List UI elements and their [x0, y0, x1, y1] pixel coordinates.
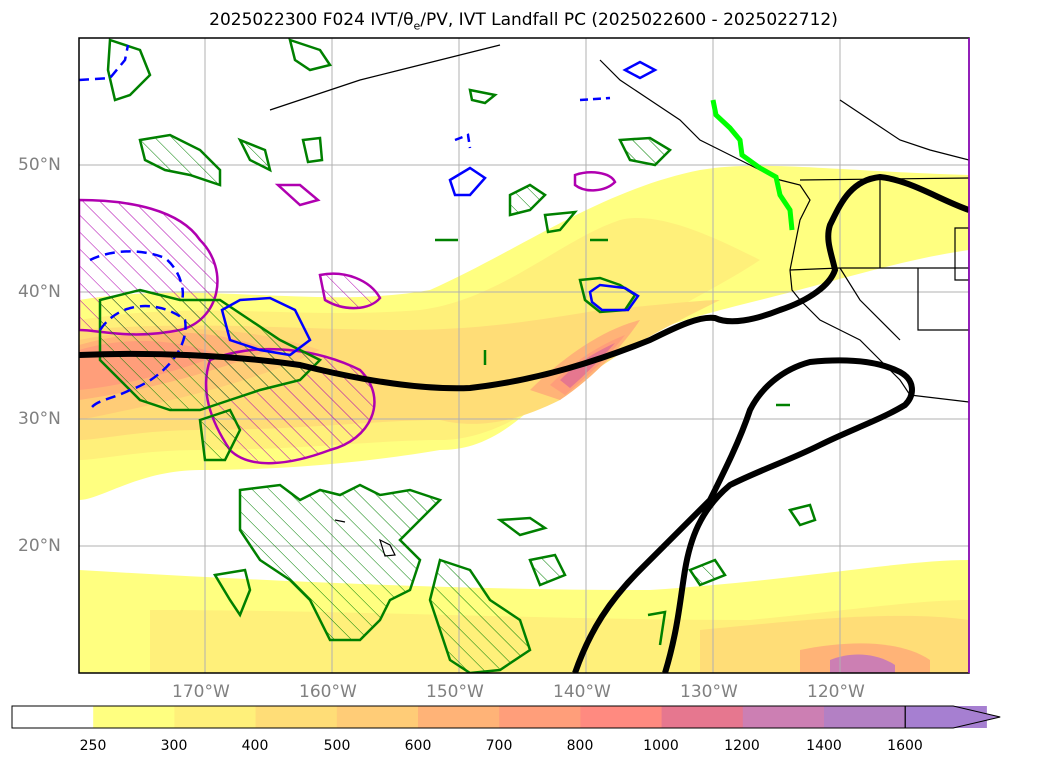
colorbar-segment: [418, 706, 500, 728]
cbar-tick: 700: [485, 738, 513, 754]
cbar-tick: 300: [160, 738, 188, 754]
cbar-tick: 600: [404, 738, 432, 754]
lat-label-20: 20°N: [18, 536, 61, 556]
lat-label-30: 30°N: [18, 409, 61, 429]
lon-label-130w: 130°W: [680, 682, 738, 702]
colorbar-segment: [661, 706, 744, 728]
lon-label-140w: 140°W: [553, 682, 611, 702]
cbar-tick: 800: [566, 738, 594, 754]
colorbar-segment: [742, 706, 825, 728]
cbar-tick: 1600: [887, 738, 923, 754]
theta-e-contours: [98, 133, 727, 673]
map-title: 2025022300 F024 IVT/θe/PV, IVT Landfall …: [209, 10, 838, 33]
landfall-line: [710, 99, 795, 231]
lon-label-120w: 120°W: [807, 682, 865, 702]
colorbar-segment: [255, 706, 338, 728]
colorbar-segment: [499, 706, 581, 728]
colorbar-segment: [93, 706, 175, 728]
cbar-tick: 1400: [806, 738, 842, 754]
ivt-landfall-contour: [79, 173, 969, 673]
cbar-tick: 1200: [724, 738, 760, 754]
colorbar-segment: [12, 706, 94, 728]
colorbar-segment: [336, 706, 419, 728]
lon-label-150w: 150°W: [426, 682, 484, 702]
colorbar-frame: [11, 705, 906, 729]
colorbar-segment: [580, 706, 663, 728]
lon-label-170w: 170°W: [172, 682, 230, 702]
cbar-tick: 400: [241, 738, 269, 754]
cbar-tick: 250: [79, 738, 107, 754]
cbar-tick: 500: [323, 738, 351, 754]
misc-green-contours: [106, 38, 817, 646]
lat-label-40: 40°N: [18, 282, 61, 302]
lat-label-50: 50°N: [18, 155, 61, 175]
cbar-tick: 1000: [643, 738, 679, 754]
colorbar-segment: [174, 706, 257, 728]
lon-label-160w: 160°W: [299, 682, 357, 702]
colorbar-segment: [824, 706, 906, 728]
coastline: [269, 44, 969, 557]
